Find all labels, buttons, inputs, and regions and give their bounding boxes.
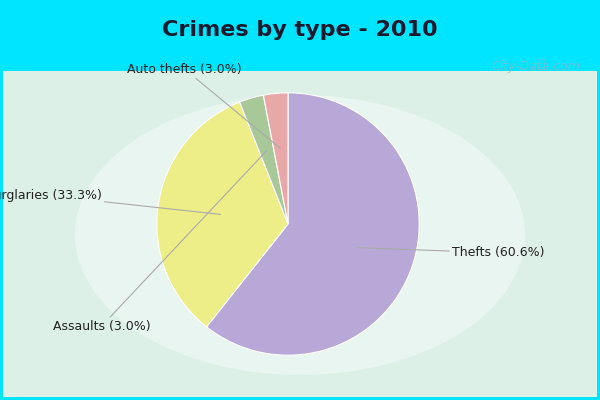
Text: Thefts (60.6%): Thefts (60.6%) (356, 246, 545, 259)
Wedge shape (263, 93, 288, 224)
Wedge shape (239, 95, 288, 224)
FancyBboxPatch shape (3, 71, 597, 397)
Text: Assaults (3.0%): Assaults (3.0%) (53, 151, 266, 333)
Wedge shape (206, 93, 419, 355)
Text: City-Data.com: City-Data.com (491, 60, 580, 73)
Text: ⓘ: ⓘ (538, 58, 545, 71)
Ellipse shape (75, 95, 525, 375)
Text: Burglaries (33.3%): Burglaries (33.3%) (0, 189, 220, 214)
Text: Auto thefts (3.0%): Auto thefts (3.0%) (127, 63, 280, 148)
Wedge shape (157, 102, 288, 327)
Text: Crimes by type - 2010: Crimes by type - 2010 (162, 20, 438, 40)
